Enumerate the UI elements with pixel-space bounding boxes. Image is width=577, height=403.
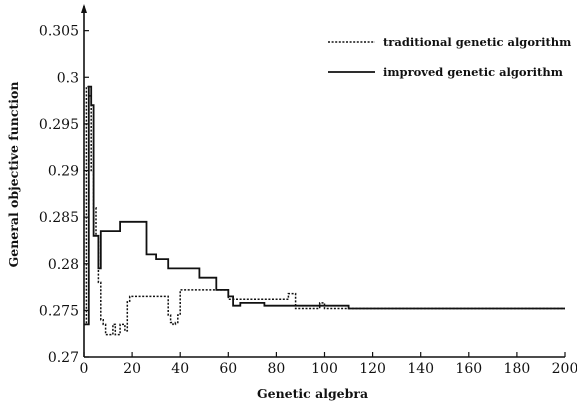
- x-tick-label: 20: [123, 361, 141, 377]
- y-tick-label: 0.305: [39, 24, 79, 40]
- series-line-1: [84, 85, 565, 336]
- x-tick-label: 80: [267, 361, 285, 377]
- x-axis-title: Genetic algebra: [257, 386, 368, 401]
- x-tick-label: 160: [455, 361, 482, 377]
- legend-label-2: improved genetic algorithm: [383, 65, 563, 79]
- y-tick-label: 0.27: [48, 350, 79, 366]
- x-tick-label: 60: [219, 361, 237, 377]
- legend-label-1: traditional genetic algorithm: [383, 35, 571, 49]
- x-tick-label: 140: [407, 361, 434, 377]
- y-tick-label: 0.28: [48, 257, 79, 273]
- x-tick-label: 100: [311, 361, 338, 377]
- x-tick-label: 0: [80, 361, 89, 377]
- y-axis-arrow: [81, 4, 87, 13]
- x-tick-label: 40: [171, 361, 189, 377]
- x-tick-label: 120: [359, 361, 386, 377]
- y-axis-title: General objective function: [6, 82, 21, 268]
- y-tick-label: 0.3: [57, 70, 79, 86]
- y-tick-label: 0.295: [39, 117, 79, 133]
- series-line-2: [84, 85, 565, 326]
- x-tick-label: 180: [504, 361, 531, 377]
- y-tick-label: 0.29: [48, 164, 79, 180]
- y-tick-label: 0.275: [39, 303, 79, 319]
- y-tick-label: 0.285: [39, 210, 79, 226]
- x-tick-label: 200: [552, 361, 577, 377]
